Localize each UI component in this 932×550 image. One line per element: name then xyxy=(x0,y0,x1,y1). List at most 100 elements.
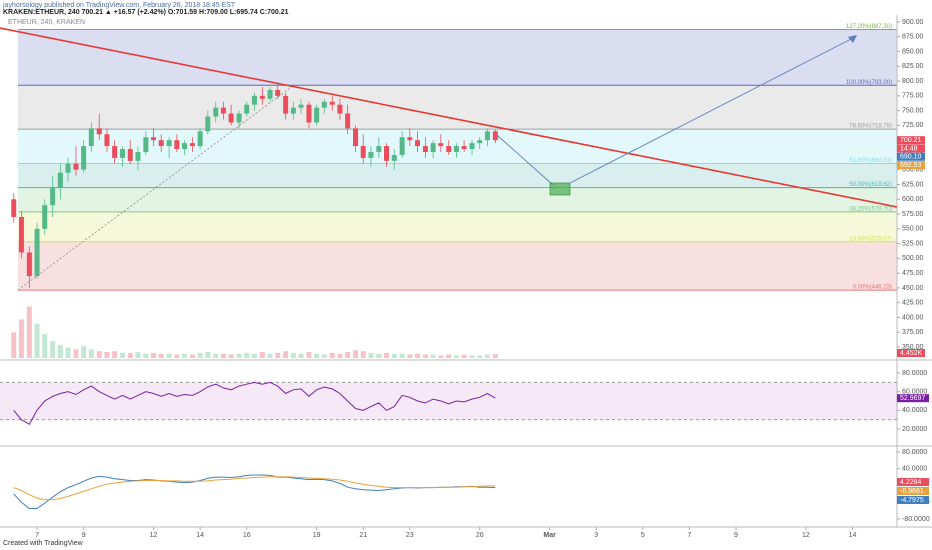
y-tick-label: 550.00 xyxy=(902,226,924,233)
macd-tag-bg xyxy=(897,496,929,504)
fib-label: 100.00%(793.00) xyxy=(846,80,892,86)
volume-bar xyxy=(430,354,436,358)
candle-body xyxy=(112,146,118,158)
y-tick-label: 475.00 xyxy=(902,270,924,277)
candle-body xyxy=(368,151,374,158)
y-tick-label: 400.00 xyxy=(902,314,924,321)
volume-bar xyxy=(197,352,203,358)
volume-bar xyxy=(42,334,48,358)
y-tick-label: 825.00 xyxy=(902,63,924,70)
candle-body xyxy=(306,104,312,123)
candle-body xyxy=(205,116,211,132)
fib-band xyxy=(18,187,897,212)
volume-bar xyxy=(290,352,296,358)
volume-bar xyxy=(314,353,320,358)
volume-bar xyxy=(368,352,374,358)
candle-body xyxy=(26,252,32,277)
volume-bar xyxy=(477,355,483,358)
y-tick-label: 375.00 xyxy=(902,329,924,336)
volume-bar xyxy=(182,353,188,358)
volume-bar xyxy=(321,354,327,358)
candle-body xyxy=(120,149,126,158)
candle-body xyxy=(104,134,110,147)
volume-bar xyxy=(469,355,475,358)
rsi-tick-label: 80.0000 xyxy=(902,370,927,377)
publisher: jayhorsology published on TradingView.co… xyxy=(2,2,236,9)
candle-body xyxy=(290,107,296,114)
candle-body xyxy=(391,154,397,161)
rsi-tick-label: 20.0000 xyxy=(902,426,927,433)
candle-body xyxy=(50,187,56,206)
volume-bar xyxy=(259,352,265,358)
rsi-tick-label: 40.0000 xyxy=(902,407,927,414)
y-tick-label: 625.00 xyxy=(902,181,924,188)
y-tick-label: 575.00 xyxy=(902,211,924,218)
price-tag-bg xyxy=(897,136,925,145)
fib-band xyxy=(18,241,897,291)
volume-bar xyxy=(26,306,32,358)
x-tick-label: 14 xyxy=(849,532,857,539)
volume-bar xyxy=(267,353,273,358)
candle-body xyxy=(220,107,226,114)
volume-bar xyxy=(329,352,335,358)
y-tick-label: 600.00 xyxy=(902,196,924,203)
volume-bar xyxy=(376,353,382,358)
y-tick-label: 800.00 xyxy=(902,78,924,85)
volume-bar xyxy=(73,349,79,358)
volume-tag-bg xyxy=(897,349,925,357)
volume-bar xyxy=(461,354,467,358)
price-tag-bg xyxy=(897,144,925,153)
candle-body xyxy=(57,172,63,188)
volume-bar xyxy=(391,353,397,358)
rsi-tag-bg xyxy=(897,394,929,403)
candle-body xyxy=(42,205,48,229)
y-tick-label: 775.00 xyxy=(902,93,924,100)
volume-bar xyxy=(283,351,289,358)
fib-bands xyxy=(18,28,897,291)
y-tick-label: 750.00 xyxy=(902,107,924,114)
candle-body xyxy=(213,107,219,117)
candle-body xyxy=(127,149,133,161)
candle-body xyxy=(484,131,490,141)
candle-body xyxy=(353,128,359,147)
candle-body xyxy=(143,137,149,152)
volume-bar xyxy=(174,354,180,358)
candle-body xyxy=(415,140,421,147)
volume-bar xyxy=(306,352,312,358)
candle-body xyxy=(422,146,428,152)
volume-bar xyxy=(220,353,226,358)
x-tick-label: 21 xyxy=(359,532,367,539)
candle-body xyxy=(182,143,188,150)
volume-bar xyxy=(407,354,413,358)
projection xyxy=(496,134,554,186)
rsi-line xyxy=(13,381,496,425)
candle-body xyxy=(197,131,203,147)
candle-body xyxy=(18,216,24,253)
candle-body xyxy=(345,113,351,129)
x-tick-label: 23 xyxy=(406,532,414,539)
volume-bar xyxy=(189,354,195,358)
x-tick-label: 7 xyxy=(35,532,39,539)
y-tick-label: 725.00 xyxy=(902,122,924,129)
drawings xyxy=(0,27,898,291)
x-tick-label: 5 xyxy=(641,532,645,539)
candle-body xyxy=(360,146,366,158)
x-tick-label: 19 xyxy=(313,532,321,539)
macd-tag-bg xyxy=(897,478,929,486)
volume-bar xyxy=(298,353,304,358)
fib-label: 78.60%(718.79) xyxy=(849,124,892,130)
price-tag-bg xyxy=(897,152,925,161)
price-tag-bg xyxy=(897,161,925,170)
volume-bar xyxy=(135,352,141,358)
candle-body xyxy=(73,163,79,170)
candle-body xyxy=(492,131,498,141)
y-tick-label: 500.00 xyxy=(902,255,924,262)
candle-body xyxy=(259,95,265,99)
volume-bar xyxy=(415,353,421,358)
macd-tag: -4.7975 xyxy=(900,497,924,504)
trend-line xyxy=(0,27,898,208)
candle-body xyxy=(446,146,452,152)
y-tick-label: 425.00 xyxy=(902,300,924,307)
x-tick-label: 9 xyxy=(82,532,86,539)
